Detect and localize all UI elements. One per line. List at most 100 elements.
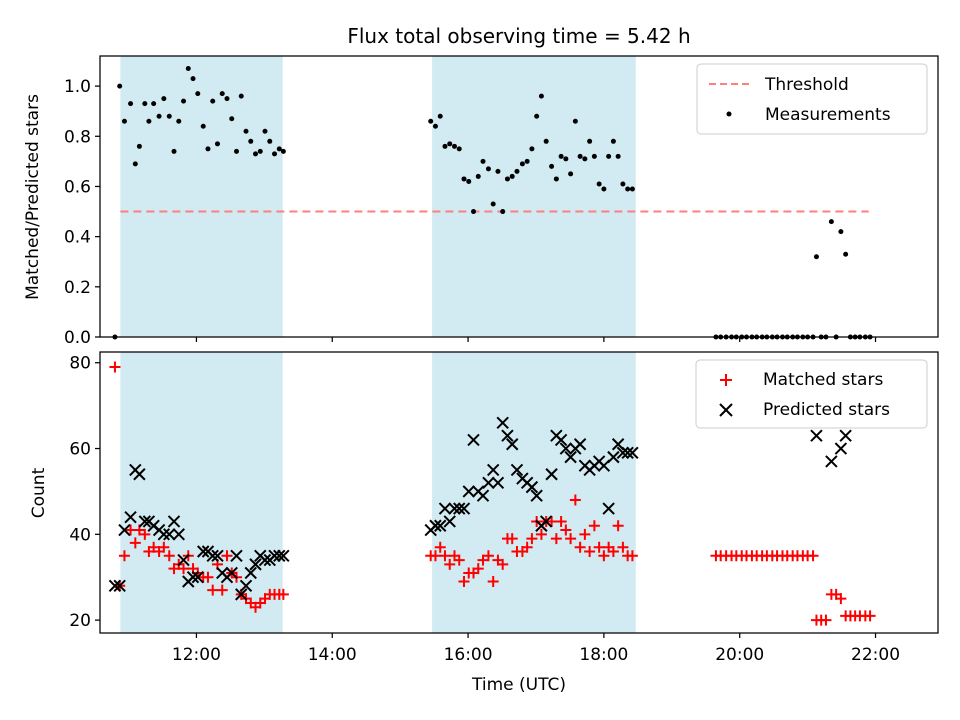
- matched-star-point: [574, 541, 586, 553]
- measurement-point: [514, 168, 520, 174]
- top-legend: Threshold Measurements: [696, 63, 928, 135]
- measurement-point: [442, 143, 448, 149]
- predicted-star-point: [554, 433, 568, 447]
- predicted-star-point: [467, 433, 480, 447]
- measurement-point: [451, 143, 457, 149]
- measurement-point: [214, 141, 220, 147]
- shaded-interval: [120, 352, 283, 633]
- predicted-star-point: [273, 549, 286, 562]
- measurement-point: [490, 201, 496, 207]
- measurement-point: [185, 66, 191, 72]
- matched-star-point: [487, 576, 499, 588]
- bottom-shaded-regions: [120, 352, 636, 633]
- measurement-point: [219, 91, 225, 97]
- matched-star-point: [820, 614, 832, 626]
- measurement-point: [456, 146, 462, 152]
- predicted-star-point: [810, 429, 823, 442]
- matched-star-point: [118, 550, 130, 562]
- predicted-star-point: [230, 549, 243, 562]
- measurement-point: [151, 101, 157, 107]
- matched-star-point: [588, 520, 600, 532]
- predicted-star-point: [157, 528, 171, 541]
- shaded-interval: [432, 56, 636, 337]
- y-tick-label: 0.6: [64, 177, 91, 197]
- top-legend-box: [696, 63, 928, 135]
- matched-star-point: [593, 541, 605, 553]
- predicted-star-point: [602, 502, 615, 515]
- x-tick-label: 16:00: [444, 645, 493, 665]
- measurement-point: [466, 178, 472, 184]
- y-tick-label: 1.0: [64, 77, 91, 97]
- measurement-point: [813, 254, 819, 260]
- measurement-point: [224, 96, 230, 102]
- measurement-point: [243, 128, 249, 134]
- measurement-point: [568, 171, 574, 177]
- measurement-point: [428, 118, 434, 124]
- bottom-y-axis: 20 40 60 80: [69, 354, 100, 631]
- measurement-point: [524, 158, 530, 164]
- predicted-star-point: [448, 502, 461, 515]
- measurement-point: [500, 209, 506, 215]
- x-axis-label: Time (UTC): [471, 675, 566, 695]
- measurement-point: [280, 148, 286, 154]
- predicted-star-point: [491, 476, 505, 490]
- matched-star-point: [560, 524, 572, 536]
- matched-star-point: [506, 533, 518, 545]
- predicted-star-point: [496, 416, 509, 429]
- predicted-star-point: [163, 528, 176, 541]
- predicted-star-point: [177, 553, 190, 567]
- measurement-point: [563, 156, 569, 162]
- measurement-point: [629, 186, 635, 192]
- x-tick-label: 18:00: [579, 645, 628, 665]
- measurement-point: [210, 98, 216, 104]
- measurement-point: [549, 163, 555, 169]
- top-y-axis-label: Matched/Predicted stars: [23, 94, 43, 300]
- matched-star-point: [526, 533, 538, 545]
- measurement-point: [843, 251, 849, 257]
- matched-stars-points: [109, 361, 876, 626]
- measurement-point: [529, 146, 535, 152]
- measurement-point: [615, 153, 621, 159]
- matched-star-point: [472, 563, 484, 575]
- predicted-star-point: [277, 549, 290, 562]
- top-y-axis: 0.0 0.2 0.4 0.6 0.8 1.0: [64, 77, 100, 348]
- measurement-point: [447, 141, 453, 147]
- measurement-point: [132, 161, 138, 167]
- predicted-star-point: [525, 480, 539, 494]
- predicted-star-point: [167, 515, 181, 528]
- matched-star-point: [434, 541, 446, 553]
- y-tick-label: 0.4: [64, 228, 91, 248]
- measurement-point: [582, 156, 588, 162]
- predicted-star-point: [476, 489, 490, 502]
- measurement-point: [205, 146, 211, 152]
- matched-star-point: [598, 550, 610, 562]
- measurement-point: [620, 181, 626, 187]
- matched-star-point: [864, 610, 876, 622]
- measurement-point: [509, 173, 515, 179]
- matched-star-point: [439, 550, 451, 562]
- predicted-star-point: [626, 446, 639, 460]
- measurement-point: [625, 186, 631, 192]
- predicted-star-point: [462, 485, 475, 498]
- matched-star-point: [617, 541, 629, 553]
- predicted-star-point: [258, 553, 272, 567]
- matched-star-point: [129, 537, 141, 549]
- matched-star-point: [482, 550, 494, 562]
- matched-star-point: [546, 515, 558, 527]
- predicted-star-point: [482, 476, 495, 490]
- matched-star-point: [612, 520, 624, 532]
- measurement-point: [272, 151, 278, 157]
- matched-star-point: [565, 533, 577, 545]
- measurement-point: [267, 138, 273, 144]
- predicted-star-point: [197, 545, 210, 558]
- measurement-point: [166, 113, 172, 119]
- predicted-star-point: [443, 515, 456, 528]
- measurement-point: [146, 118, 152, 124]
- measurement-point: [142, 101, 148, 107]
- matched-star-point: [453, 554, 465, 566]
- predicted-star-point: [249, 558, 262, 571]
- matched-star-point: [607, 545, 619, 557]
- bottom-legend-box: [695, 359, 928, 429]
- predicted-star-point: [225, 566, 238, 580]
- matched-star-point: [158, 541, 170, 553]
